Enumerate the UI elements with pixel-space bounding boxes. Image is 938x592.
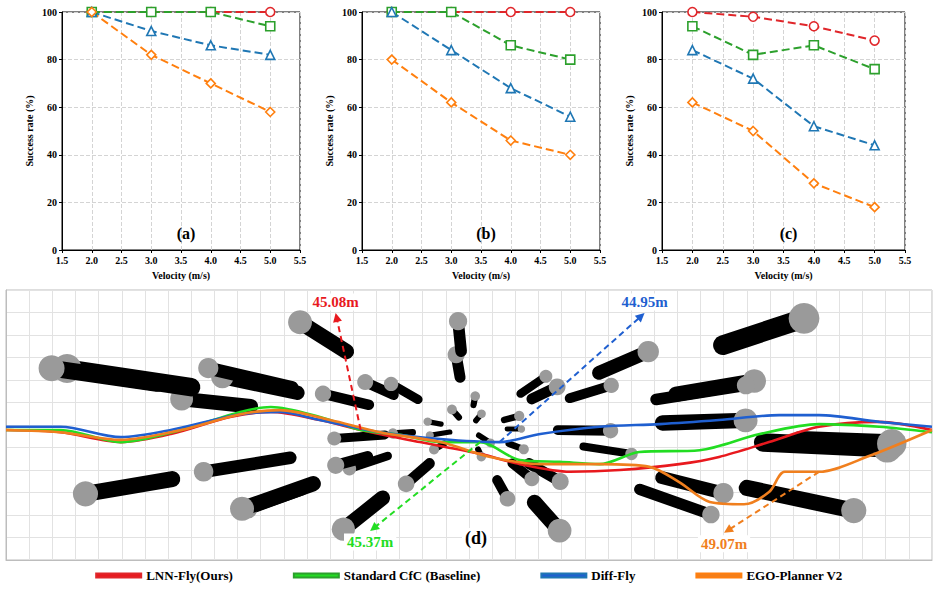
- svg-text:(c): (c): [780, 225, 798, 243]
- svg-text:3.0: 3.0: [747, 255, 760, 266]
- svg-text:5.0: 5.0: [264, 255, 277, 266]
- svg-text:3.5: 3.5: [475, 255, 488, 266]
- svg-text:5.0: 5.0: [868, 255, 881, 266]
- svg-text:3.5: 3.5: [777, 255, 790, 266]
- svg-text:2.0: 2.0: [386, 255, 399, 266]
- svg-text:40: 40: [647, 149, 657, 160]
- svg-text:60: 60: [347, 102, 357, 113]
- svg-text:5.5: 5.5: [294, 255, 307, 266]
- svg-text:20: 20: [47, 197, 57, 208]
- svg-text:40: 40: [347, 149, 357, 160]
- svg-text:Success rate (%): Success rate (%): [624, 95, 636, 166]
- svg-text:2.0: 2.0: [686, 255, 699, 266]
- svg-text:2.5: 2.5: [717, 255, 730, 266]
- svg-text:Standard CfC (Baseline): Standard CfC (Baseline): [344, 568, 481, 583]
- svg-text:80: 80: [47, 54, 57, 65]
- svg-text:60: 60: [647, 102, 657, 113]
- svg-text:0: 0: [52, 244, 57, 256]
- svg-text:1.5: 1.5: [656, 255, 669, 266]
- svg-text:5.0: 5.0: [564, 255, 577, 266]
- svg-text:Velocity (m/s): Velocity (m/s): [452, 270, 510, 282]
- svg-text:Success rate (%): Success rate (%): [24, 95, 36, 166]
- svg-text:44.95m: 44.95m: [621, 294, 668, 310]
- svg-text:Diff-Fly: Diff-Fly: [591, 568, 636, 583]
- svg-text:4.0: 4.0: [808, 255, 821, 266]
- svg-text:2.5: 2.5: [115, 255, 128, 266]
- svg-text:EGO-Planner V2: EGO-Planner V2: [746, 568, 842, 583]
- svg-text:80: 80: [347, 54, 357, 65]
- svg-text:1.5: 1.5: [356, 255, 369, 266]
- svg-text:3.5: 3.5: [175, 255, 188, 266]
- svg-text:100: 100: [642, 7, 657, 18]
- svg-text:5.5: 5.5: [594, 255, 607, 266]
- svg-text:45.08m: 45.08m: [313, 294, 360, 310]
- svg-text:5.5: 5.5: [899, 255, 912, 266]
- svg-text:4.0: 4.0: [505, 255, 518, 266]
- svg-text:20: 20: [347, 197, 357, 208]
- svg-text:LNN-Fly(Ours): LNN-Fly(Ours): [146, 568, 233, 583]
- svg-text:49.07m: 49.07m: [701, 536, 748, 552]
- svg-text:Success rate (%): Success rate (%): [324, 95, 336, 166]
- svg-text:45.37m: 45.37m: [347, 534, 394, 550]
- svg-text:4.0: 4.0: [205, 255, 218, 266]
- svg-text:Velocity (m/s): Velocity (m/s): [152, 270, 210, 282]
- svg-text:2.0: 2.0: [86, 255, 99, 266]
- svg-text:4.5: 4.5: [234, 255, 247, 266]
- svg-text:Velocity (m/s): Velocity (m/s): [754, 270, 812, 282]
- svg-text:20: 20: [647, 197, 657, 208]
- svg-text:80: 80: [647, 54, 657, 65]
- svg-text:2.5: 2.5: [415, 255, 428, 266]
- svg-text:100: 100: [342, 7, 357, 18]
- svg-text:4.5: 4.5: [534, 255, 547, 266]
- svg-text:100: 100: [42, 7, 57, 18]
- svg-text:0: 0: [352, 244, 357, 256]
- svg-text:(d): (d): [465, 528, 487, 549]
- svg-text:(a): (a): [177, 225, 196, 243]
- svg-text:3.0: 3.0: [445, 255, 458, 266]
- svg-text:0: 0: [652, 244, 657, 256]
- svg-text:40: 40: [47, 149, 57, 160]
- svg-text:1.5: 1.5: [56, 255, 69, 266]
- svg-text:3.0: 3.0: [145, 255, 158, 266]
- svg-text:60: 60: [47, 102, 57, 113]
- svg-text:4.5: 4.5: [838, 255, 851, 266]
- svg-text:(b): (b): [476, 225, 496, 243]
